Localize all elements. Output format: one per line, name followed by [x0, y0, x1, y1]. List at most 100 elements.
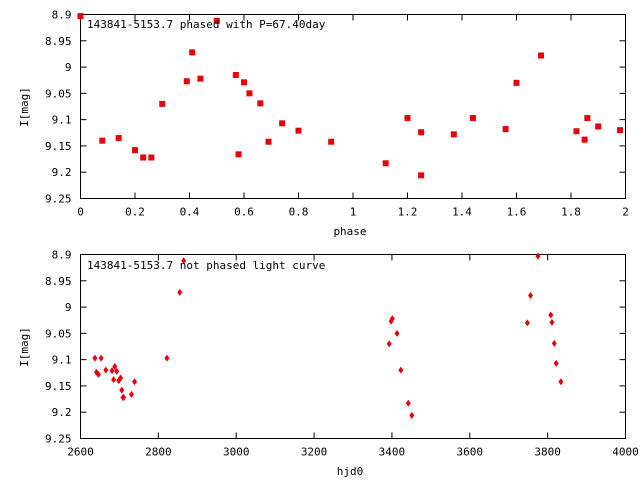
x-tick-label: 1: [350, 206, 357, 219]
x-tick-label: 1.2: [398, 206, 418, 219]
x-tick-label: 3000: [223, 446, 250, 459]
y-tick-label: 8.9: [52, 9, 72, 22]
data-point: [418, 129, 425, 136]
data-point: [257, 100, 264, 107]
data-point: [112, 362, 118, 370]
data-point: [389, 315, 395, 323]
y-tick-label: 8.95: [45, 275, 72, 288]
data-point: [183, 78, 190, 85]
x-tick-label: 2600: [67, 446, 94, 459]
x-tick-label: 3600: [457, 446, 484, 459]
x-tick-label: 0: [77, 206, 84, 219]
data-points: [77, 13, 624, 179]
data-point: [538, 52, 545, 59]
y-tick-label: 9.05: [45, 87, 72, 100]
data-point: [159, 100, 166, 107]
y-tick-label: 9: [65, 301, 72, 314]
chart-title: 143841-5153.7 phased with P=67.40day: [87, 18, 326, 31]
data-point: [189, 49, 196, 56]
data-point: [409, 411, 415, 419]
x-tick-label: 3400: [379, 446, 406, 459]
data-point: [535, 252, 541, 260]
chart-title: 143841-5153.7 not phased light curve: [87, 259, 325, 272]
data-point: [469, 115, 476, 122]
y-tick-label: 9.05: [45, 327, 72, 340]
data-point: [132, 147, 138, 154]
y-tick-label: 9.1: [52, 114, 72, 127]
data-point: [232, 71, 239, 78]
data-point: [128, 390, 134, 398]
data-point: [140, 154, 147, 161]
data-point: [573, 128, 580, 135]
data-point: [213, 17, 220, 24]
data-point: [404, 115, 411, 122]
data-point: [581, 136, 588, 143]
y-tick-label: 9.2: [52, 166, 72, 179]
data-point: [114, 367, 120, 375]
y-tick-label: 9.1: [52, 354, 72, 367]
data-point: [164, 354, 170, 362]
data-point: [177, 288, 183, 296]
x-axis-label: hjd0: [337, 465, 364, 478]
data-point: [235, 151, 242, 158]
data-point: [77, 13, 84, 20]
data-point: [513, 79, 520, 86]
data-point: [418, 172, 425, 179]
y-tick-label: 9.2: [52, 406, 72, 419]
data-point: [450, 131, 457, 138]
data-point: [197, 75, 204, 82]
data-point: [405, 399, 411, 407]
data-point: [502, 126, 509, 133]
phased-light-curve-panel: 0 0.2 0.4 0.6 0.8 1 1.2 1.4 1.6 1.8 2 8.9 8.95 9 9.05 9…: [18, 9, 629, 239]
data-points: [92, 252, 564, 419]
data-point: [98, 354, 104, 362]
data-point: [553, 359, 559, 367]
data-point: [549, 318, 555, 326]
data-point: [595, 123, 602, 130]
x-tick-label: 3800: [534, 446, 561, 459]
data-point: [295, 127, 302, 134]
y-tick-label: 8.9: [52, 249, 72, 262]
data-point: [241, 79, 247, 86]
y-tick-label: 9.15: [45, 380, 72, 393]
x-tick-label: 2800: [145, 446, 172, 459]
x-tick-label: 4000: [612, 446, 639, 459]
data-point: [246, 90, 253, 97]
data-point: [382, 160, 389, 167]
data-point: [181, 257, 187, 265]
data-point: [99, 137, 106, 144]
x-tick-label: 1.8: [561, 206, 581, 219]
plot-frame: [80, 254, 626, 439]
data-point: [386, 340, 392, 348]
data-point: [111, 376, 117, 384]
data-point: [617, 127, 624, 134]
x-tick-label: 0.8: [289, 206, 309, 219]
data-point: [398, 366, 404, 374]
data-point: [279, 120, 286, 127]
data-point: [92, 354, 98, 362]
data-point: [584, 115, 591, 122]
data-point: [148, 154, 155, 161]
data-point: [558, 378, 564, 386]
y-axis-label: I[mag]: [18, 327, 31, 367]
x-axis-label: phase: [333, 225, 366, 238]
unphased-light-curve-panel: 2600 2800 3000 3200 3400 3600 3800 4000 8.9 8.95 9…: [18, 249, 639, 479]
x-tick-label: 3200: [301, 446, 328, 459]
y-axis-label: I[mag]: [18, 87, 31, 127]
y-tick-label: 8.95: [45, 35, 72, 48]
y-tick-label: 9.25: [45, 433, 72, 446]
x-tick-label: 2: [622, 206, 629, 219]
data-point: [265, 138, 272, 145]
y-tick-label: 9: [65, 61, 72, 74]
x-tick-label: 0.2: [125, 206, 145, 219]
data-point: [524, 319, 530, 327]
axis-ticks: 0 0.2 0.4 0.6 0.8 1 1.2 1.4 1.6 1.8 2 8.9 8.95 9 9.05 9…: [45, 9, 629, 219]
x-tick-label: 0.4: [180, 206, 200, 219]
x-tick-label: 0.6: [234, 206, 254, 219]
axis-ticks: 2600 2800 3000 3200 3400 3600 3800 4000 8.9 8.95 9…: [45, 249, 639, 459]
data-point: [95, 370, 101, 378]
data-point: [548, 311, 554, 319]
data-point: [118, 374, 124, 382]
x-tick-label: 1.4: [452, 206, 472, 219]
